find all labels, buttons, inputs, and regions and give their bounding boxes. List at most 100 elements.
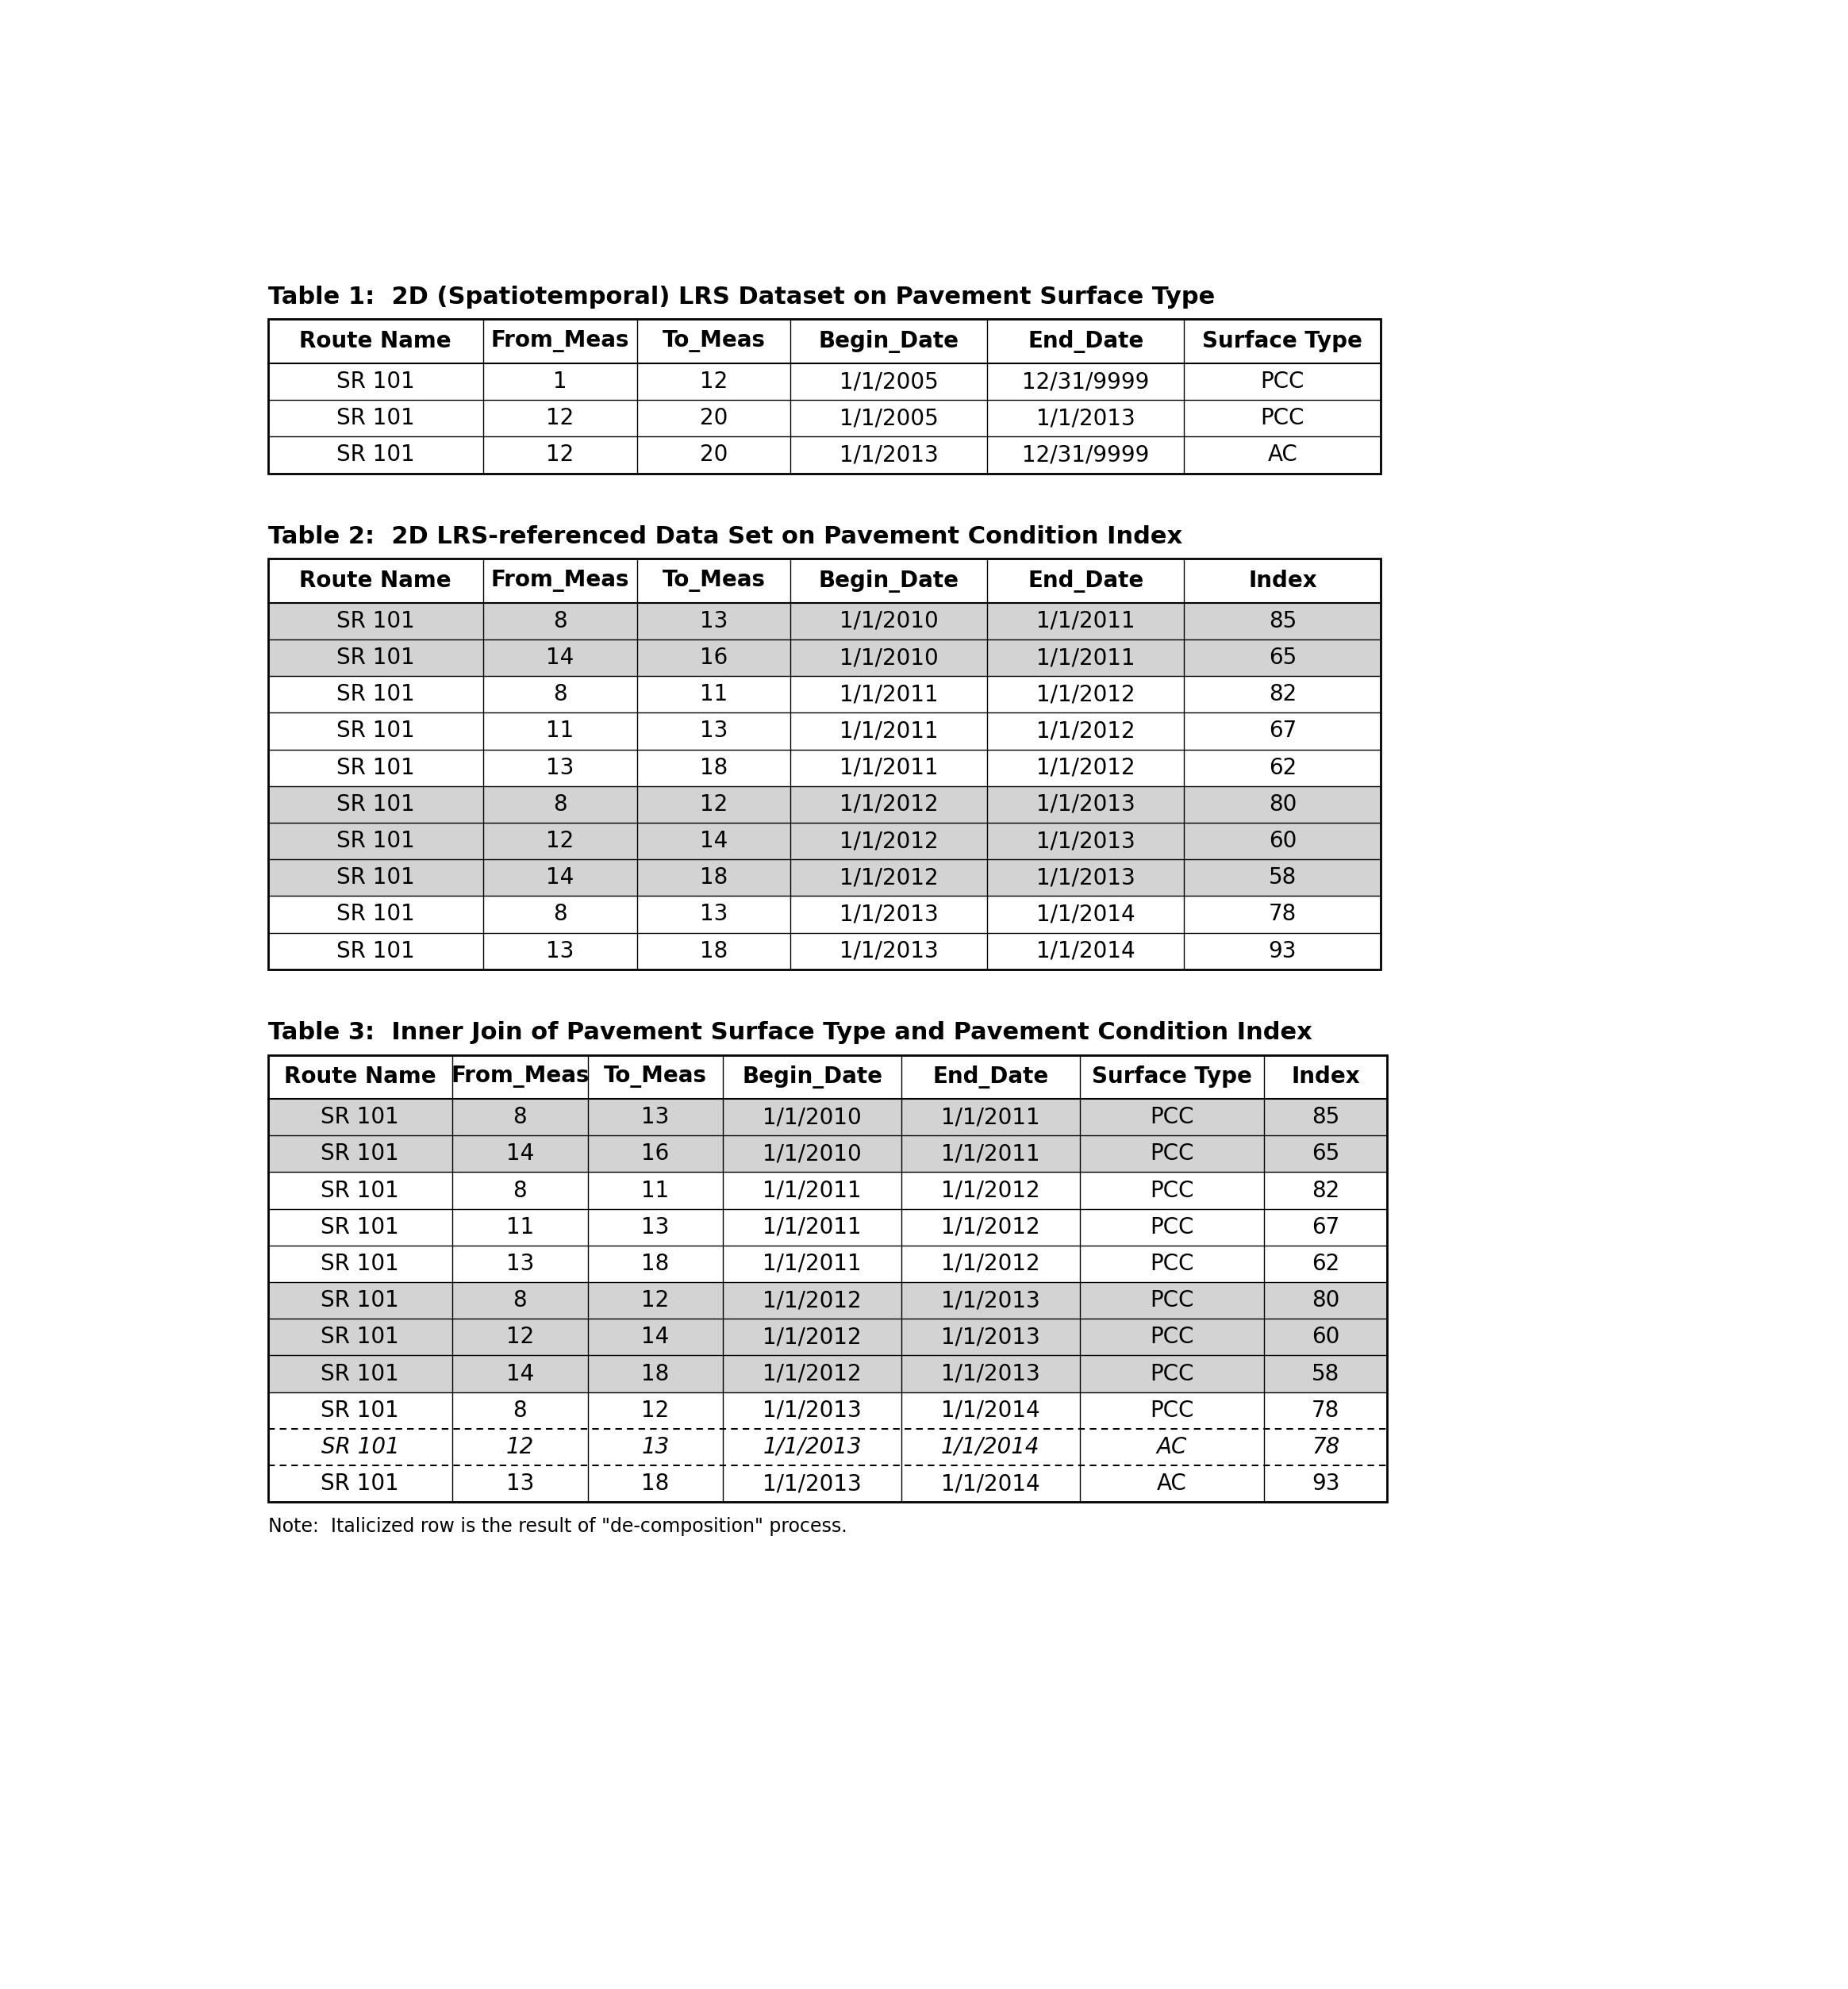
Text: 1/1/2014: 1/1/2014 xyxy=(941,1472,1040,1496)
Text: 12: 12 xyxy=(700,794,728,815)
Text: SR 101: SR 101 xyxy=(322,1327,399,1349)
Text: 8: 8 xyxy=(514,1400,527,1422)
Text: 1/1/2013: 1/1/2013 xyxy=(839,444,939,465)
Text: 1/1/2013: 1/1/2013 xyxy=(1037,829,1135,851)
Text: Surface Type: Surface Type xyxy=(1092,1066,1251,1088)
Text: SR 101: SR 101 xyxy=(322,1215,399,1239)
Text: 20: 20 xyxy=(700,444,728,465)
Text: 1/1/2005: 1/1/2005 xyxy=(839,370,939,392)
Text: 1/1/2012: 1/1/2012 xyxy=(1037,720,1135,742)
Text: 16: 16 xyxy=(700,646,728,668)
Text: 12: 12 xyxy=(545,408,575,430)
Text: SR 101: SR 101 xyxy=(336,370,414,392)
Text: 1/1/2011: 1/1/2011 xyxy=(1037,646,1135,668)
Text: PCC: PCC xyxy=(1149,1253,1194,1275)
Text: 1/1/2005: 1/1/2005 xyxy=(839,408,939,430)
Text: 8: 8 xyxy=(553,611,567,633)
Text: Begin_Date: Begin_Date xyxy=(741,1066,881,1088)
Text: Index: Index xyxy=(1292,1066,1360,1088)
Text: Table 2:  2D LRS-referenced Data Set on Pavement Condition Index: Table 2: 2D LRS-referenced Data Set on P… xyxy=(268,525,1183,549)
Text: 1/1/2010: 1/1/2010 xyxy=(839,646,939,668)
Text: 12: 12 xyxy=(545,829,575,851)
Text: 18: 18 xyxy=(700,941,728,963)
Text: 1/1/2012: 1/1/2012 xyxy=(1037,684,1135,706)
Text: 1/1/2011: 1/1/2011 xyxy=(839,720,939,742)
Text: PCC: PCC xyxy=(1149,1400,1194,1422)
Text: 80: 80 xyxy=(1268,794,1297,815)
Bar xyxy=(268,823,1380,859)
Text: 1/1/2013: 1/1/2013 xyxy=(839,903,939,925)
Text: SR 101: SR 101 xyxy=(336,611,414,633)
Text: 1/1/2011: 1/1/2011 xyxy=(1037,611,1135,633)
Text: SR 101: SR 101 xyxy=(336,903,414,925)
Text: End_Date: End_Date xyxy=(933,1066,1048,1088)
Text: 11: 11 xyxy=(641,1179,669,1201)
Text: 16: 16 xyxy=(641,1144,669,1166)
Text: Surface Type: Surface Type xyxy=(1203,330,1362,352)
Text: 8: 8 xyxy=(553,903,567,925)
Text: 18: 18 xyxy=(641,1362,669,1384)
Bar xyxy=(268,1355,1388,1392)
Text: 13: 13 xyxy=(641,1215,669,1239)
Text: 1/1/2014: 1/1/2014 xyxy=(941,1436,1040,1458)
Text: 1/1/2012: 1/1/2012 xyxy=(763,1362,861,1384)
Text: 12/31/9999: 12/31/9999 xyxy=(1022,444,1149,465)
Text: 18: 18 xyxy=(700,756,728,780)
Text: 13: 13 xyxy=(641,1436,669,1458)
Text: SR 101: SR 101 xyxy=(322,1179,399,1201)
Text: SR 101: SR 101 xyxy=(322,1253,399,1275)
Text: Note:  Italicized row is the result of "de-composition" process.: Note: Italicized row is the result of "d… xyxy=(268,1518,846,1536)
Bar xyxy=(268,1054,1388,1502)
Bar xyxy=(268,559,1380,969)
Text: 12: 12 xyxy=(641,1289,669,1311)
Text: From_Meas: From_Meas xyxy=(492,330,628,352)
Text: From_Meas: From_Meas xyxy=(451,1066,590,1088)
Text: AC: AC xyxy=(1157,1436,1186,1458)
Text: 1/1/2011: 1/1/2011 xyxy=(763,1179,861,1201)
Text: 18: 18 xyxy=(641,1253,669,1275)
Bar xyxy=(268,320,1380,473)
Text: 14: 14 xyxy=(641,1327,669,1349)
Text: 13: 13 xyxy=(700,611,728,633)
Text: Route Name: Route Name xyxy=(299,569,451,593)
Text: 93: 93 xyxy=(1312,1472,1340,1496)
Bar xyxy=(268,1054,1388,1502)
Text: Index: Index xyxy=(1247,569,1318,593)
Text: 78: 78 xyxy=(1312,1436,1340,1458)
Text: SR 101: SR 101 xyxy=(322,1289,399,1311)
Text: SR 101: SR 101 xyxy=(336,829,414,851)
Text: SR 101: SR 101 xyxy=(336,444,414,465)
Text: 1/1/2012: 1/1/2012 xyxy=(941,1253,1040,1275)
Bar xyxy=(268,603,1380,638)
Text: 1/1/2010: 1/1/2010 xyxy=(763,1144,861,1166)
Text: 13: 13 xyxy=(545,941,575,963)
Text: 12/31/9999: 12/31/9999 xyxy=(1022,370,1149,392)
Text: 11: 11 xyxy=(506,1215,534,1239)
Text: 1/1/2013: 1/1/2013 xyxy=(763,1436,861,1458)
Text: 18: 18 xyxy=(700,867,728,889)
Text: SR 101: SR 101 xyxy=(336,756,414,780)
Text: End_Date: End_Date xyxy=(1027,569,1144,593)
Text: To_Meas: To_Meas xyxy=(604,1066,708,1088)
Bar xyxy=(268,638,1380,676)
Text: 12: 12 xyxy=(700,370,728,392)
Text: 18: 18 xyxy=(641,1472,669,1496)
Bar xyxy=(268,859,1380,895)
Bar xyxy=(268,1283,1388,1319)
Text: 11: 11 xyxy=(545,720,575,742)
Text: Table 1:  2D (Spatiotemporal) LRS Dataset on Pavement Surface Type: Table 1: 2D (Spatiotemporal) LRS Dataset… xyxy=(268,286,1214,308)
Text: 12: 12 xyxy=(506,1327,534,1349)
Text: 14: 14 xyxy=(545,867,575,889)
Text: 1/1/2013: 1/1/2013 xyxy=(941,1362,1040,1384)
Text: PCC: PCC xyxy=(1149,1362,1194,1384)
Text: 82: 82 xyxy=(1268,684,1297,706)
Text: 58: 58 xyxy=(1312,1362,1340,1384)
Text: 78: 78 xyxy=(1312,1400,1340,1422)
Text: 1/1/2014: 1/1/2014 xyxy=(1037,941,1135,963)
Text: End_Date: End_Date xyxy=(1027,330,1144,352)
Text: SR 101: SR 101 xyxy=(322,1106,399,1128)
Text: 1/1/2013: 1/1/2013 xyxy=(763,1400,861,1422)
Bar xyxy=(268,1098,1388,1136)
Text: PCC: PCC xyxy=(1149,1179,1194,1201)
Text: 13: 13 xyxy=(700,720,728,742)
